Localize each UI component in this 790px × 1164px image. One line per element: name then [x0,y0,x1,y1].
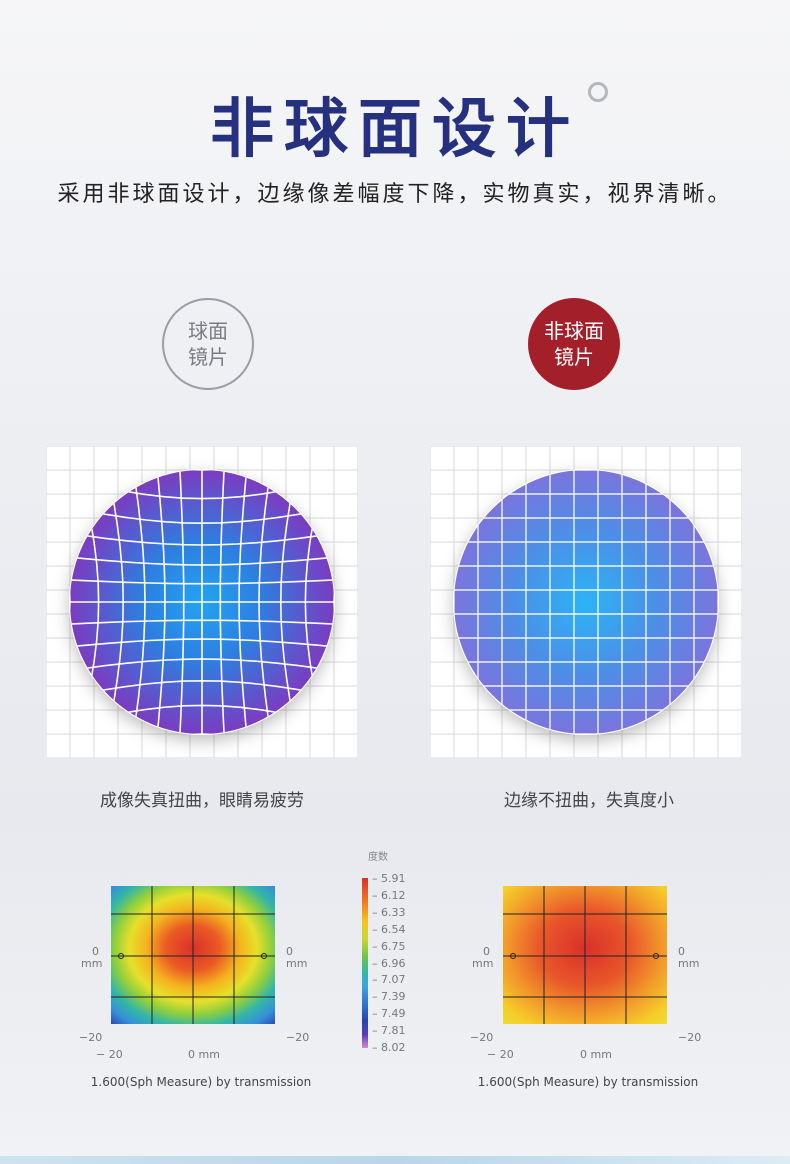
right-map-y-unit-left: mm [472,957,494,970]
left-map-y-minus20-left: −20 [79,1031,103,1044]
legend-value: – 7.81 [372,1024,406,1038]
legend-color-scale [362,878,368,1048]
legend-value: – 6.33 [372,905,406,919]
legend-value: – 7.49 [372,1007,406,1021]
spherical-lens-distortion-image [45,445,359,759]
legend-value: – 8.02 [372,1041,406,1054]
aspheric-power-map [497,882,673,1028]
right-map-y-minus20-right: −20 [678,1031,702,1044]
right-map-x-minus20: − 20 [487,1048,514,1061]
bottom-decorative-strip [0,1156,790,1164]
degree-circle-icon [588,82,608,102]
right-map-y-unit-right: mm [678,957,700,970]
badge-right-line1: 非球面 [544,319,604,343]
aspheric-lens-badge: 非球面 镜片 [528,298,620,390]
aspheric-lens-clear-image [429,445,743,759]
right-map-x-zero: 0 mm [580,1048,612,1061]
spherical-power-map [105,882,281,1028]
aspheric-lens-caption: 边缘不扭曲，失真度小 [504,791,674,811]
spherical-lens-badge: 球面 镜片 [162,298,254,390]
legend-value: – 6.75 [372,939,406,953]
right-map-caption: 1.600(Sph Measure) by transmission [477,1075,699,1089]
legend-value: – 6.96 [372,956,406,970]
page-subtitle: 采用非球面设计，边缘像差幅度下降，实物真实，视界清晰。 [57,182,733,207]
left-map-x-minus20: − 20 [96,1048,123,1061]
right-map-y-minus20-left: −20 [470,1031,494,1044]
legend-title: 度数 [368,852,388,863]
right-map-y-zero-right: 0 [678,945,685,958]
left-map-y-zero-right: 0 [286,945,293,958]
badge-left-line2: 镜片 [188,345,228,369]
left-map-y-zero-left: 0 [92,945,99,958]
legend-value: – 7.07 [372,973,406,987]
legend-value: – 6.12 [372,888,406,902]
spherical-lens-caption: 成像失真扭曲，眼睛易疲劳 [100,791,304,811]
badge-right-line2: 镜片 [554,345,594,369]
legend-value: – 7.39 [372,990,406,1004]
left-map-y-minus20-right: −20 [286,1031,310,1044]
left-map-y-unit-right: mm [286,957,308,970]
right-map-y-zero-left: 0 [483,945,490,958]
legend-value: – 5.91 [372,872,406,885]
badge-left-line1: 球面 [188,319,228,343]
left-map-y-unit-left: mm [81,957,103,970]
left-map-caption: 1.600(Sph Measure) by transmission [90,1075,312,1089]
legend-value: – 6.54 [372,922,406,936]
left-map-x-zero: 0 mm [188,1048,220,1061]
page-title: 非球面设计 [210,93,580,167]
